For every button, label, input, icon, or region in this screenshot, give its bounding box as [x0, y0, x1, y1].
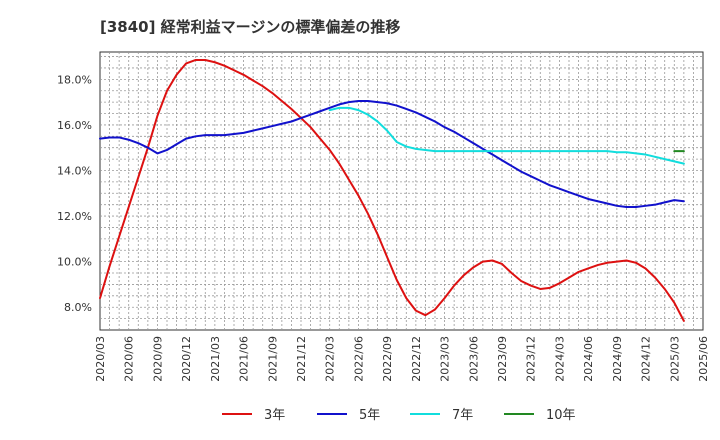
- y-tick-label: 10.0%: [57, 256, 92, 269]
- x-tick-label: 2022/09: [381, 336, 394, 382]
- legend-label-2: 5年: [359, 408, 380, 423]
- x-tick-label: 2020/09: [151, 336, 164, 382]
- x-tick-label: 2020/03: [94, 336, 107, 382]
- legend: 3年 5年 7年 10年: [222, 408, 576, 423]
- grid: [100, 52, 703, 330]
- y-tick-label: 8.0%: [64, 301, 92, 314]
- legend-label-3: 7年: [452, 408, 473, 423]
- x-axis: 2020/03 2020/06 2020/09 2020/12 2021/03 2021/…: [94, 336, 710, 382]
- series-line-3: [328, 106, 685, 165]
- plot-frame: [99, 51, 704, 331]
- series-line-1: [99, 58, 685, 322]
- x-tick-label: 2023/09: [496, 336, 509, 382]
- x-tick-label: 2024/09: [611, 336, 624, 382]
- x-tick-label: 2024/03: [553, 336, 566, 382]
- y-tick-label: 14.0%: [57, 164, 92, 177]
- x-tick-label: 2025/03: [668, 336, 681, 382]
- x-tick-label: 2022/12: [410, 336, 423, 382]
- x-tick-label: 2024/12: [640, 336, 653, 382]
- y-tick-label: 16.0%: [57, 119, 92, 132]
- series-line-2: [99, 99, 685, 208]
- x-tick-label: 2022/03: [324, 336, 337, 382]
- x-tick-label: 2020/06: [123, 336, 136, 382]
- y-axis: 8.0% 10.0% 12.0% 14.0% 16.0% 18.0%: [57, 73, 92, 314]
- x-tick-label: 2025/06: [697, 336, 710, 382]
- y-tick-label: 12.0%: [57, 210, 92, 223]
- x-tick-label: 2020/12: [180, 336, 193, 382]
- x-tick-label: 2023/06: [467, 336, 480, 382]
- x-tick-label: 2021/06: [238, 336, 251, 382]
- legend-label-4: 10年: [546, 408, 576, 423]
- x-tick-label: 2021/12: [295, 336, 308, 382]
- x-tick-label: 2023/12: [525, 336, 538, 382]
- x-tick-label: 2022/06: [352, 336, 365, 382]
- chart-title: [3840] 経常利益マージンの標準偏差の推移: [100, 18, 400, 36]
- legend-label-1: 3年: [264, 408, 285, 423]
- x-tick-label: 2024/06: [582, 336, 595, 382]
- y-tick-label: 18.0%: [57, 73, 92, 86]
- series-lines: [99, 58, 685, 322]
- x-tick-label: 2021/09: [266, 336, 279, 382]
- x-tick-label: 2021/03: [209, 336, 222, 382]
- plot-area: [99, 51, 704, 331]
- x-tick-label: 2023/03: [439, 336, 452, 382]
